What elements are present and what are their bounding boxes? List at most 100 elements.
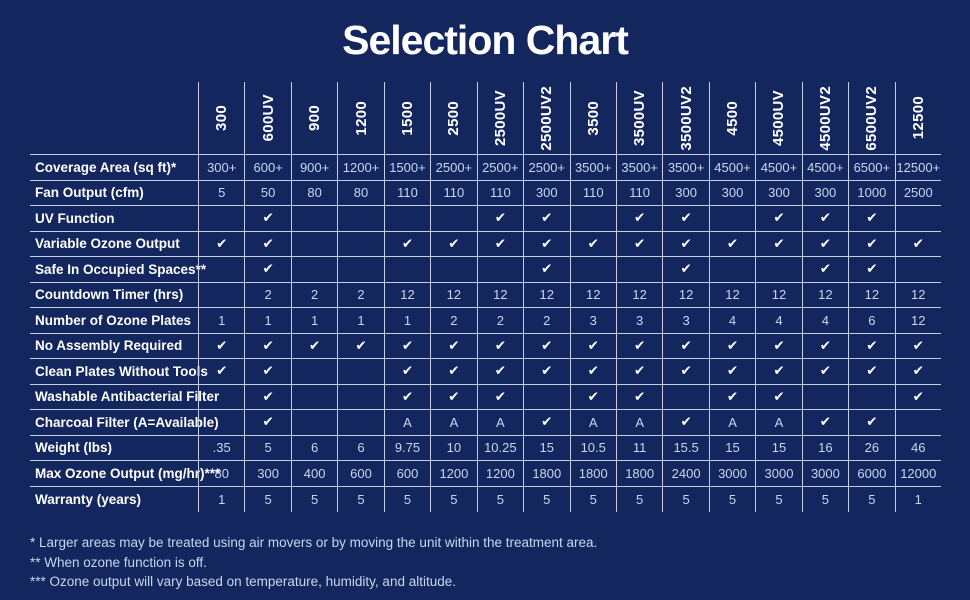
check-icon: ✔ [634, 337, 646, 353]
table-cell: 2500+ [476, 155, 523, 180]
cell-value: .35 [212, 440, 231, 456]
cell-value: 6 [357, 440, 365, 456]
table-cell [894, 257, 941, 282]
cell-value: 12 [585, 287, 601, 303]
check-icon: ✔ [634, 210, 646, 226]
column-header-900: 900 [290, 82, 337, 154]
check-icon: ✔ [448, 363, 460, 379]
cell-value: 12 [725, 287, 740, 303]
cell-value: 4500+ [760, 159, 798, 175]
row-label: Max Ozone Output (mg/hr)*** [30, 461, 220, 486]
check-icon: ✔ [634, 363, 646, 379]
table-cell [755, 257, 801, 282]
cell-value: 46 [911, 440, 926, 456]
table-cell-check: ✔ [755, 231, 801, 256]
table-cell-check: ✔ [476, 206, 523, 231]
table-cell: 15 [708, 435, 755, 460]
table-cell-check: ✔ [894, 384, 941, 409]
table-cell: 5 [708, 486, 755, 512]
check-icon: ✔ [216, 235, 228, 251]
table-cell-check: ✔ [198, 333, 244, 358]
cell-value: 12 [911, 287, 926, 303]
cell-value: 1 [403, 312, 412, 328]
row-label: Countdown Timer (hrs) [30, 283, 198, 308]
check-icon: ✔ [355, 337, 367, 353]
table-cell: 5 [523, 486, 569, 512]
table-cell-check: ✔ [755, 384, 801, 409]
cell-value: 10.5 [580, 440, 606, 456]
cell-value: 26 [864, 440, 880, 456]
check-icon: ✔ [541, 210, 553, 226]
table-cell-check: ✔ [662, 359, 708, 384]
column-header-label: 2500 [445, 100, 463, 136]
table-cell-check: ✔ [476, 231, 523, 256]
table-cell-check: ✔ [569, 384, 616, 409]
table-cell: 6 [337, 435, 383, 460]
cell-value: 6000 [857, 465, 887, 481]
table-cell: 12 [894, 282, 941, 307]
table-cell: 1800 [615, 461, 662, 486]
cell-value: 80 [353, 185, 369, 201]
row-label-text: Countdown Timer (hrs) [35, 287, 184, 303]
row-label-text: Charcoal Filter (A=Available) [35, 414, 219, 430]
row-label: Variable Ozone Output [30, 232, 198, 257]
table-cell-check: ✔ [708, 359, 755, 384]
cell-value: 3000 [764, 465, 794, 481]
table-row: Variable Ozone Output ✔ ✔ ✔ ✔ ✔ ✔ ✔ ✔ ✔ ✔ ✔ ✔ ✔ ✔ [30, 231, 941, 257]
table-header-row: 300 600UV 900 1200 1500 2500 2500UV 2500UV2 3500… [30, 82, 941, 155]
column-header-3500: 3500 [569, 82, 616, 154]
check-icon: ✔ [726, 388, 739, 404]
table-cell [198, 384, 244, 409]
table-cell-check: ✔ [476, 359, 523, 384]
table-cell [198, 206, 244, 231]
table-cell [569, 206, 616, 231]
table-cell [290, 410, 337, 435]
table-cell-check: ✔ [801, 206, 848, 231]
cell-value: A [403, 414, 412, 430]
table-cell: 1 [894, 486, 941, 512]
check-icon: ✔ [680, 363, 692, 379]
check-icon: ✔ [262, 261, 274, 277]
table-cell: .35 [198, 435, 244, 460]
table-cell-check: ✔ [894, 333, 941, 358]
table-cell-check: ✔ [848, 410, 894, 435]
table-cell-check: ✔ [523, 257, 569, 282]
table-cell: 5 [337, 486, 383, 512]
table-cell [615, 257, 662, 282]
cell-value: 12 [864, 287, 880, 303]
table-row: Number of Ozone Plates 1 1 1 1 1 2 2 2 3 3 3 4 4 4 6 12 [30, 308, 941, 334]
row-label: Weight (lbs) [30, 436, 198, 461]
row-label: Safe In Occupied Spaces** [30, 257, 206, 282]
column-header-label: 900 [306, 105, 324, 131]
table-cell: 2 [430, 308, 476, 333]
cell-value: 5 [264, 440, 272, 456]
row-label-text: Max Ozone Output (mg/hr)*** [35, 465, 221, 481]
row-label-text: Coverage Area (sq ft)* [35, 159, 177, 175]
cell-value: 3 [682, 312, 690, 328]
table-cell: 1000 [848, 180, 894, 205]
cell-value: 110 [629, 185, 651, 201]
row-label-text: Clean Plates Without Tools [35, 363, 208, 379]
check-icon: ✔ [587, 235, 599, 251]
check-icon: ✔ [912, 337, 924, 353]
table-cell: A [569, 410, 616, 435]
check-icon: ✔ [216, 363, 228, 379]
table-cell-check: ✔ [894, 231, 941, 256]
check-icon: ✔ [494, 210, 506, 226]
cell-value: 80 [307, 185, 322, 201]
table-cell: 12 [615, 282, 662, 307]
table-cell: 12 [476, 282, 523, 307]
table-cell-check: ✔ [569, 333, 616, 358]
table-cell [337, 257, 383, 282]
table-cell [198, 282, 244, 307]
cell-value: 1 [218, 312, 226, 328]
table-cell: 6500+ [848, 155, 894, 180]
cell-value: 2500+ [482, 159, 519, 175]
table-row: Fan Output (cfm) 5 50 80 80 110 110 110 300 110 11… [30, 180, 941, 206]
cell-value: 5 [496, 491, 504, 507]
table-cell [290, 359, 337, 384]
table-cell-check: ✔ [615, 333, 662, 358]
table-cell: 300 [755, 180, 801, 205]
table-cell: 1800 [569, 461, 616, 486]
check-icon: ✔ [448, 235, 460, 251]
